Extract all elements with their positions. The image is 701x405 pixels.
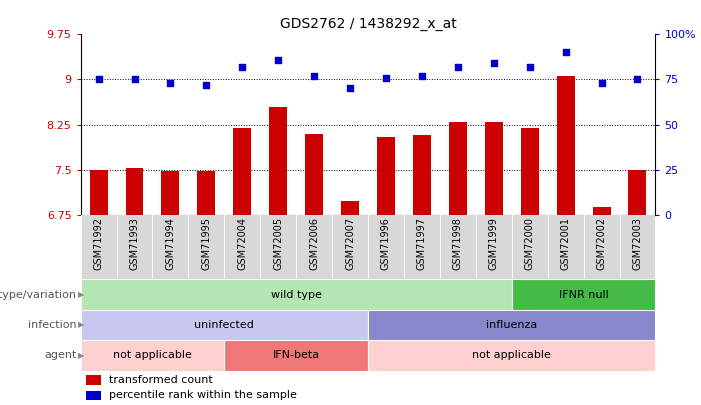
Text: uninfected: uninfected — [194, 320, 254, 330]
Point — [93, 76, 104, 83]
Bar — [368, 340, 655, 371]
Point — [165, 80, 176, 86]
Bar — [449, 122, 467, 215]
Text: GSM71992: GSM71992 — [93, 217, 104, 270]
Point — [200, 82, 212, 88]
Point — [381, 75, 392, 81]
Text: GSM71993: GSM71993 — [130, 217, 139, 270]
Point — [416, 72, 428, 79]
Bar — [224, 340, 368, 371]
Bar — [377, 136, 395, 215]
Point — [129, 76, 140, 83]
Bar — [305, 134, 323, 215]
Text: not applicable: not applicable — [472, 350, 551, 360]
Text: percentile rank within the sample: percentile rank within the sample — [109, 390, 297, 401]
Text: IFNR null: IFNR null — [559, 290, 608, 300]
Text: ▶: ▶ — [78, 320, 84, 330]
Bar — [512, 279, 655, 310]
Point — [273, 56, 284, 63]
Point — [560, 49, 571, 56]
Point — [596, 80, 607, 86]
Text: genotype/variation: genotype/variation — [0, 290, 76, 300]
Text: GSM72005: GSM72005 — [273, 217, 283, 271]
Bar — [485, 122, 503, 215]
Bar — [161, 171, 179, 215]
Text: GSM71996: GSM71996 — [381, 217, 391, 270]
Bar — [368, 310, 655, 340]
Bar — [81, 279, 512, 310]
Text: ▶: ▶ — [78, 351, 84, 360]
Text: GSM71995: GSM71995 — [201, 217, 212, 270]
Point — [344, 85, 355, 92]
Point — [632, 76, 643, 83]
Text: GSM71994: GSM71994 — [165, 217, 175, 270]
Point — [488, 60, 499, 66]
Bar — [557, 77, 575, 215]
Bar — [592, 207, 611, 215]
Text: ▶: ▶ — [78, 290, 84, 299]
Bar — [629, 170, 646, 215]
Bar — [269, 107, 287, 215]
Point — [524, 64, 536, 70]
Bar — [90, 170, 107, 215]
Bar — [81, 340, 224, 371]
Bar — [341, 201, 359, 215]
Text: IFN-beta: IFN-beta — [273, 350, 320, 360]
Title: GDS2762 / 1438292_x_at: GDS2762 / 1438292_x_at — [280, 17, 456, 31]
Text: GSM72004: GSM72004 — [237, 217, 247, 270]
Bar — [81, 310, 368, 340]
Bar — [86, 375, 101, 385]
Point — [237, 64, 248, 70]
Point — [452, 64, 463, 70]
Text: GSM71997: GSM71997 — [417, 217, 427, 270]
Text: GSM72006: GSM72006 — [309, 217, 319, 270]
Text: infection: infection — [28, 320, 76, 330]
Text: influenza: influenza — [486, 320, 538, 330]
Text: GSM72002: GSM72002 — [597, 217, 606, 271]
Text: GSM72001: GSM72001 — [561, 217, 571, 270]
Bar — [198, 171, 215, 215]
Bar — [413, 135, 431, 215]
Text: GSM71999: GSM71999 — [489, 217, 499, 270]
Bar — [233, 128, 251, 215]
Bar — [86, 390, 101, 400]
Point — [308, 72, 320, 79]
Text: GSM71998: GSM71998 — [453, 217, 463, 270]
Text: agent: agent — [44, 350, 76, 360]
Text: not applicable: not applicable — [113, 350, 192, 360]
Bar — [125, 168, 144, 215]
Text: GSM72003: GSM72003 — [632, 217, 643, 270]
Bar — [521, 128, 538, 215]
Text: GSM72007: GSM72007 — [345, 217, 355, 271]
Text: wild type: wild type — [271, 290, 322, 300]
Text: transformed count: transformed count — [109, 375, 213, 385]
Text: GSM72000: GSM72000 — [524, 217, 535, 270]
